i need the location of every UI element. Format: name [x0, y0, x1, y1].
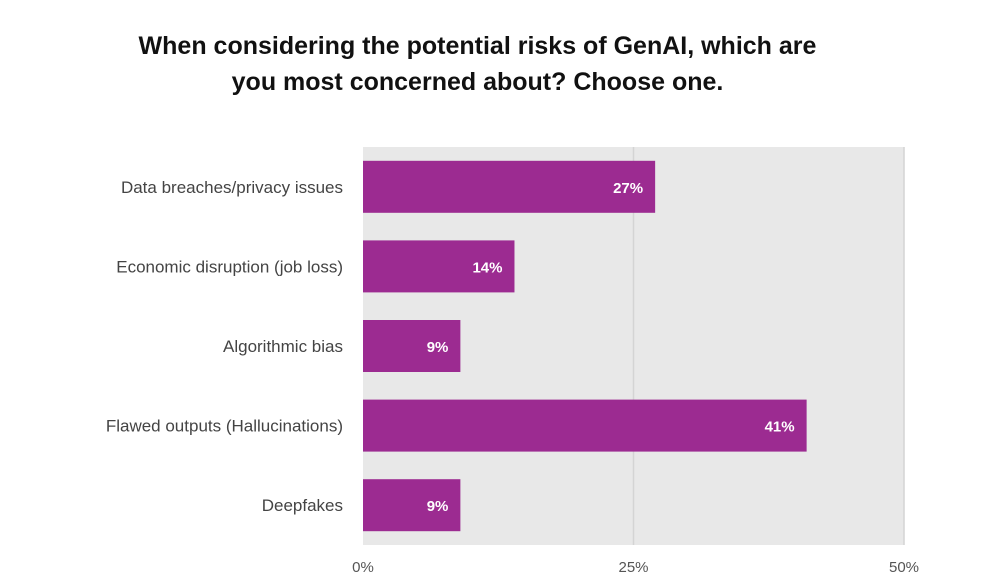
title-line: When considering the potential risks of … [138, 32, 817, 60]
data-label: 27% [613, 180, 643, 197]
data-label: 9% [427, 498, 449, 515]
bar [363, 399, 807, 452]
data-label: 9% [427, 339, 449, 356]
x-tick-label: 25% [618, 559, 648, 576]
x-tick-label: 0% [352, 559, 374, 576]
chart-title: When considering the potential risks of … [0, 28, 955, 100]
category-label: Economic disruption (job loss) [116, 257, 343, 276]
category-label: Algorithmic bias [223, 337, 343, 356]
bar [363, 160, 656, 213]
bar [363, 320, 461, 372]
category-label: Deepfakes [262, 496, 343, 515]
x-tick-label: 50% [889, 559, 919, 576]
data-label: 41% [765, 419, 795, 436]
bar [363, 240, 515, 293]
category-label: Data breaches/privacy issues [121, 178, 343, 197]
title-line: you most concerned about? Choose one. [231, 68, 724, 96]
data-label: 14% [472, 259, 502, 276]
category-label: Flawed outputs (Hallucinations) [106, 417, 343, 436]
bar [363, 479, 461, 532]
